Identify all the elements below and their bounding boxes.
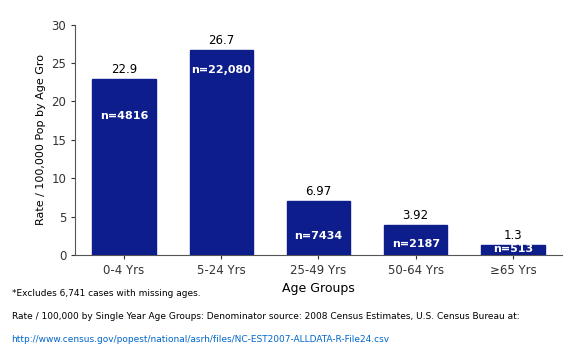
X-axis label: Age Groups: Age Groups <box>282 282 355 296</box>
Y-axis label: Rate / 100,000 Pop by Age Gro: Rate / 100,000 Pop by Age Gro <box>36 54 46 225</box>
Text: 3.92: 3.92 <box>402 209 429 222</box>
Text: n=4816: n=4816 <box>100 111 148 121</box>
Text: 26.7: 26.7 <box>208 34 234 47</box>
Text: 22.9: 22.9 <box>111 63 137 76</box>
Bar <box>189 50 253 255</box>
Bar <box>287 201 350 255</box>
Text: 1.3: 1.3 <box>504 229 522 242</box>
Text: http://www.census.gov/popest/national/asrh/files/NC-EST2007-ALLDATA-R-File24.csv: http://www.census.gov/popest/national/as… <box>12 335 390 343</box>
Text: Rate / 100,000 by Single Year Age Groups: Denominator source: 2008 Census Estima: Rate / 100,000 by Single Year Age Groups… <box>12 312 519 320</box>
Bar <box>481 245 545 255</box>
Bar <box>384 225 448 255</box>
Text: n=7434: n=7434 <box>294 231 343 241</box>
Text: 6.97: 6.97 <box>305 185 332 198</box>
Bar <box>92 79 156 255</box>
Text: n=513: n=513 <box>493 244 533 254</box>
Text: n=22,080: n=22,080 <box>191 65 251 75</box>
Text: n=2187: n=2187 <box>391 239 440 249</box>
Text: *Excludes 6,741 cases with missing ages.: *Excludes 6,741 cases with missing ages. <box>12 289 200 297</box>
